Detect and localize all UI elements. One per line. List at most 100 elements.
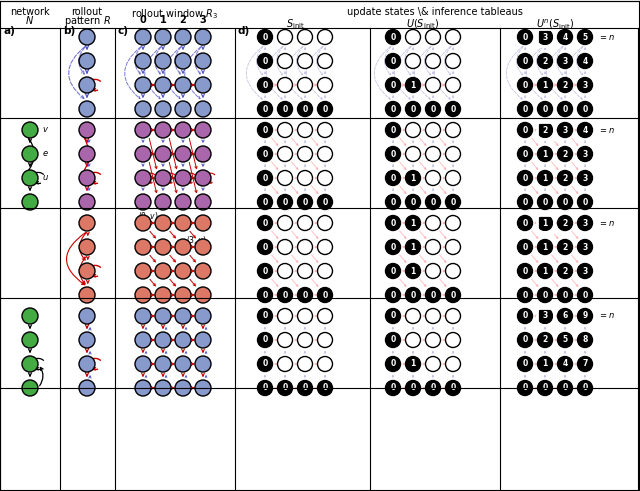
FancyArrowPatch shape	[315, 339, 317, 341]
Circle shape	[406, 332, 420, 348]
Text: 3: 3	[200, 15, 206, 25]
Circle shape	[426, 264, 440, 278]
FancyArrowPatch shape	[29, 373, 31, 376]
Circle shape	[317, 170, 333, 186]
Circle shape	[79, 332, 95, 348]
Circle shape	[426, 194, 440, 210]
Circle shape	[135, 332, 151, 348]
Circle shape	[557, 288, 573, 302]
Circle shape	[195, 122, 211, 138]
Circle shape	[135, 101, 151, 117]
FancyArrowPatch shape	[535, 153, 536, 155]
Circle shape	[175, 380, 191, 396]
Circle shape	[298, 240, 312, 254]
FancyArrowPatch shape	[524, 164, 526, 167]
FancyArrowPatch shape	[191, 386, 194, 389]
Circle shape	[135, 239, 151, 255]
FancyArrowPatch shape	[544, 327, 546, 330]
Text: 2: 2	[542, 56, 548, 65]
Circle shape	[155, 215, 171, 231]
FancyArrowPatch shape	[182, 70, 184, 73]
Text: 0: 0	[390, 105, 396, 113]
FancyArrowPatch shape	[564, 71, 566, 74]
FancyArrowPatch shape	[575, 153, 577, 155]
Circle shape	[426, 146, 440, 162]
FancyArrowPatch shape	[324, 375, 326, 378]
FancyArrowPatch shape	[412, 188, 414, 191]
Text: 0: 0	[582, 105, 588, 113]
FancyArrowPatch shape	[544, 71, 546, 74]
Circle shape	[557, 78, 573, 92]
FancyArrowPatch shape	[392, 47, 394, 50]
FancyArrowPatch shape	[435, 46, 451, 99]
FancyArrowPatch shape	[535, 294, 536, 296]
FancyArrowPatch shape	[399, 231, 406, 239]
FancyArrowPatch shape	[575, 129, 577, 131]
Circle shape	[518, 146, 532, 162]
FancyArrowPatch shape	[29, 325, 31, 328]
Text: 0: 0	[323, 383, 328, 392]
FancyArrowPatch shape	[271, 279, 278, 286]
FancyArrowPatch shape	[79, 257, 86, 284]
FancyArrowPatch shape	[452, 375, 454, 378]
Circle shape	[406, 356, 420, 372]
FancyArrowPatch shape	[535, 339, 536, 341]
FancyArrowPatch shape	[572, 231, 578, 239]
Text: 0: 0	[390, 335, 396, 345]
Circle shape	[155, 287, 171, 303]
FancyArrowPatch shape	[175, 47, 181, 74]
FancyArrowPatch shape	[552, 231, 558, 239]
FancyArrowPatch shape	[151, 386, 154, 389]
Circle shape	[22, 308, 38, 324]
Circle shape	[317, 356, 333, 372]
FancyArrowPatch shape	[536, 47, 543, 75]
Text: 0: 0	[563, 383, 568, 392]
FancyArrowPatch shape	[275, 177, 276, 179]
Circle shape	[278, 288, 292, 302]
Text: 3: 3	[542, 311, 548, 321]
Text: 4: 4	[582, 126, 588, 135]
Circle shape	[538, 308, 552, 324]
FancyArrowPatch shape	[191, 153, 194, 155]
FancyArrowPatch shape	[275, 294, 276, 296]
Text: 0: 0	[522, 105, 527, 113]
FancyArrowPatch shape	[86, 280, 89, 283]
FancyArrowPatch shape	[142, 140, 144, 142]
FancyArrowPatch shape	[85, 163, 89, 166]
FancyArrowPatch shape	[404, 47, 411, 75]
FancyArrowPatch shape	[423, 153, 424, 155]
FancyArrowPatch shape	[442, 84, 444, 86]
FancyArrowPatch shape	[275, 129, 276, 131]
FancyArrowPatch shape	[584, 140, 586, 143]
Text: 3: 3	[563, 56, 568, 65]
FancyArrowPatch shape	[141, 325, 145, 328]
Text: 0: 0	[522, 173, 527, 183]
FancyArrowPatch shape	[93, 368, 95, 370]
Circle shape	[278, 308, 292, 324]
Circle shape	[406, 308, 420, 324]
FancyArrowPatch shape	[150, 231, 156, 238]
Text: 0: 0	[323, 105, 328, 113]
Text: 0: 0	[522, 359, 527, 369]
FancyArrowPatch shape	[304, 164, 306, 167]
FancyArrowPatch shape	[202, 349, 204, 352]
Text: 0: 0	[582, 291, 588, 300]
FancyArrowPatch shape	[412, 164, 414, 167]
Circle shape	[577, 29, 593, 45]
FancyArrowPatch shape	[151, 153, 154, 155]
Text: 0: 0	[262, 105, 268, 113]
Circle shape	[79, 215, 95, 231]
Text: 3: 3	[582, 81, 588, 89]
FancyArrowPatch shape	[294, 84, 296, 86]
FancyArrowPatch shape	[169, 163, 177, 192]
Circle shape	[426, 381, 440, 395]
FancyArrowPatch shape	[524, 375, 526, 378]
FancyArrowPatch shape	[89, 328, 91, 330]
FancyArrowPatch shape	[312, 255, 318, 262]
Circle shape	[426, 332, 440, 348]
FancyArrowPatch shape	[555, 339, 557, 341]
Circle shape	[135, 77, 151, 93]
Text: 0: 0	[390, 243, 396, 251]
FancyArrowPatch shape	[151, 177, 154, 179]
Circle shape	[518, 240, 532, 254]
